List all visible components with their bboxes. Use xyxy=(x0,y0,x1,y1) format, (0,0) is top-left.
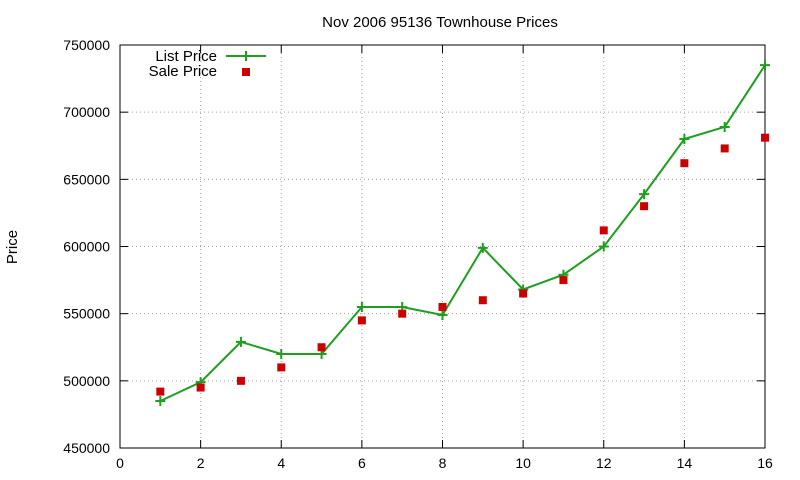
list-price-point xyxy=(155,395,166,406)
chart-title: Nov 2006 95136 Townhouse Prices xyxy=(322,14,558,31)
sale-price-point xyxy=(680,159,689,168)
y-axis-label: Price xyxy=(4,230,21,264)
sale-price-point xyxy=(196,383,205,392)
sale-price-point xyxy=(277,363,286,372)
list-price-point xyxy=(719,121,730,132)
x-tick-label: 10 xyxy=(515,455,531,471)
x-tick-label: 12 xyxy=(596,455,612,471)
x-tick-label: 0 xyxy=(116,455,124,471)
list-price-point xyxy=(356,301,367,312)
list-price-point xyxy=(437,310,448,321)
list-price-point xyxy=(679,134,690,145)
sale-price-point xyxy=(317,343,326,352)
sale-price-point xyxy=(599,226,608,235)
sale-price-point xyxy=(761,133,769,142)
list-price-point xyxy=(235,336,246,347)
sale-price-point xyxy=(357,316,366,325)
series-layer xyxy=(155,60,770,406)
sale-price-point xyxy=(559,276,568,285)
x-tick-label: 2 xyxy=(197,455,205,471)
y-tick-label: 700000 xyxy=(63,104,110,120)
x-tick-label: 8 xyxy=(439,455,447,471)
sale-price-point xyxy=(640,202,649,211)
sale-price-point xyxy=(236,376,245,385)
x-tick-label: 16 xyxy=(757,455,773,471)
legend-marker-list-price xyxy=(241,51,251,61)
y-tick-label: 750000 xyxy=(63,37,110,53)
y-tick-label: 650000 xyxy=(63,171,110,187)
sale-price-point xyxy=(478,296,487,305)
legend: List Price Sale Price xyxy=(149,48,266,80)
legend-label-list-price: List Price xyxy=(155,48,217,65)
list-price-point xyxy=(598,241,609,252)
x-tick-label: 6 xyxy=(358,455,366,471)
sale-price-point xyxy=(156,387,165,396)
list-price-point xyxy=(760,60,770,71)
grid xyxy=(120,45,765,448)
legend-marker-sale-price xyxy=(242,68,250,76)
axis-ticks: 450000 500000 550000 600000 650000 700000 7500… xyxy=(63,37,773,471)
y-tick-label: 450000 xyxy=(63,440,110,456)
y-tick-label: 550000 xyxy=(63,306,110,322)
sale-price-point xyxy=(438,302,447,311)
list-price-point xyxy=(276,348,287,359)
list-price-point xyxy=(477,242,488,253)
plot-frame xyxy=(119,44,766,449)
list-price-point xyxy=(639,189,650,200)
legend-label-sale-price: Sale Price xyxy=(149,63,217,80)
y-tick-label: 600000 xyxy=(63,239,110,255)
sale-price-point xyxy=(720,144,729,153)
list-price-line xyxy=(159,64,766,402)
sale-price-point xyxy=(519,289,528,298)
x-tick-label: 4 xyxy=(277,455,285,471)
y-tick-label: 500000 xyxy=(63,373,110,389)
sale-price-point xyxy=(398,309,407,318)
x-tick-label: 14 xyxy=(677,455,693,471)
